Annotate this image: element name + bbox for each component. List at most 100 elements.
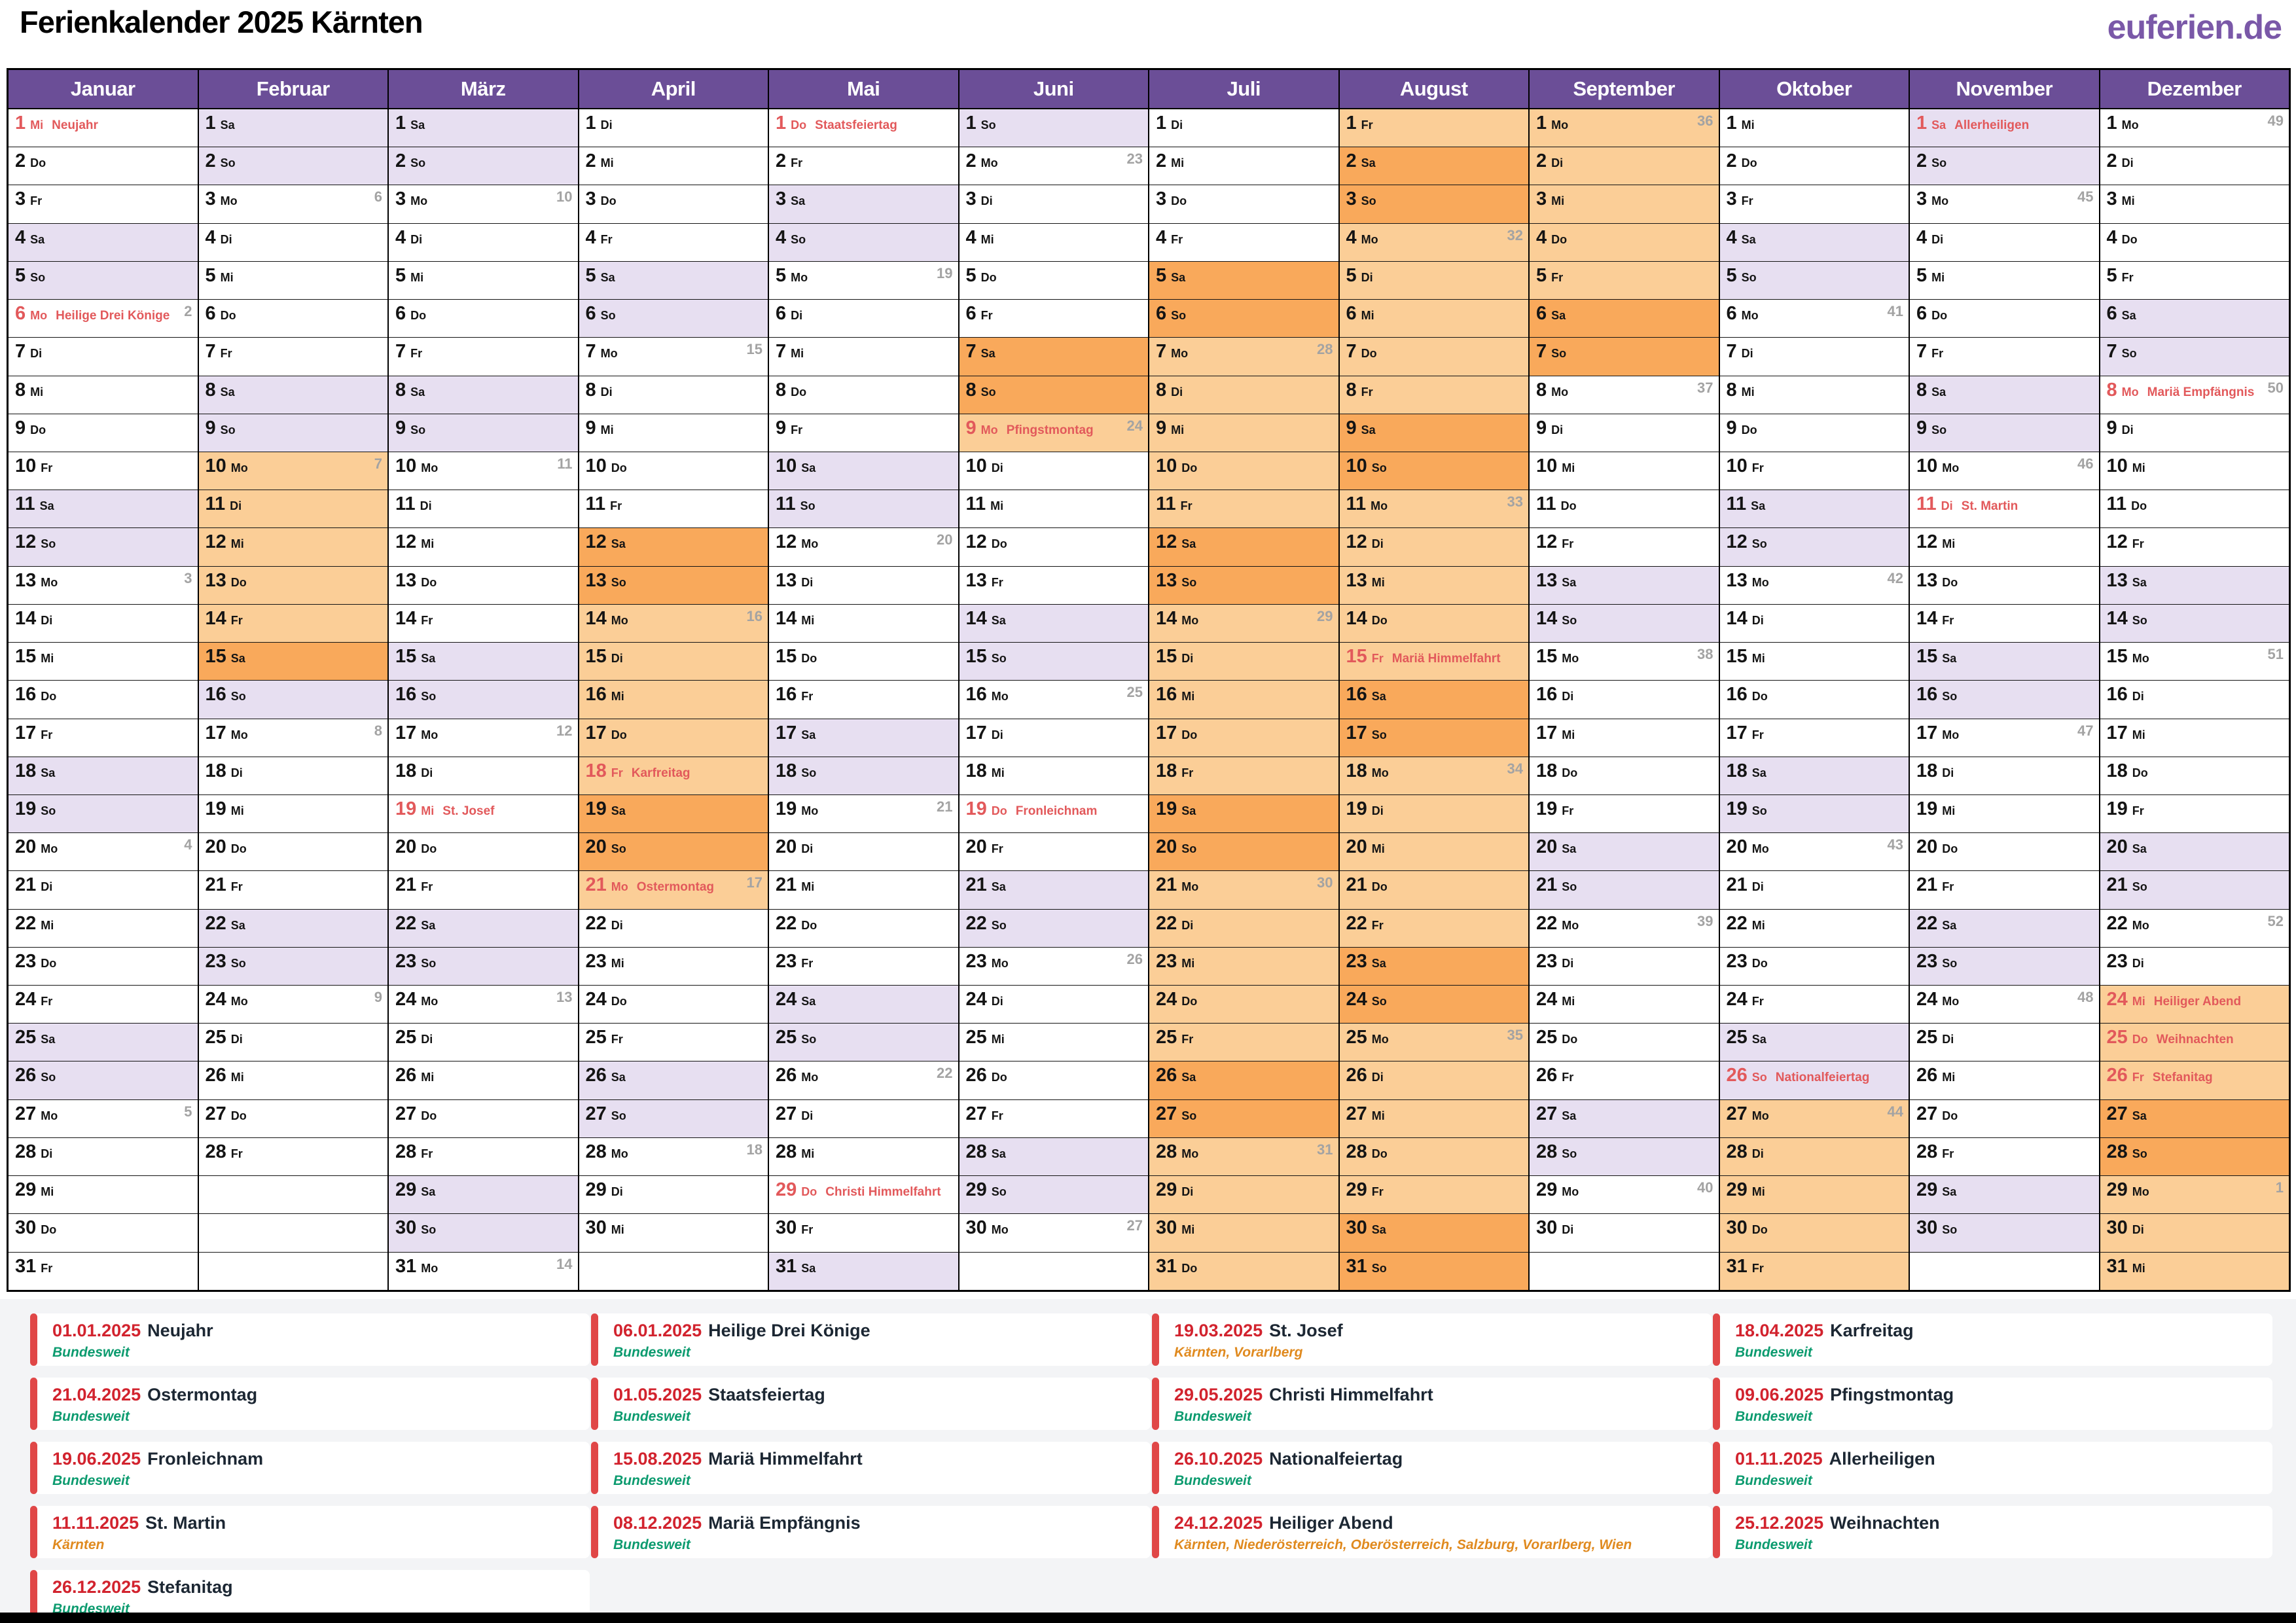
weekday-abbr: Mo bbox=[421, 461, 439, 474]
weekday-abbr: Fr bbox=[791, 423, 803, 437]
weekday-abbr: Sa bbox=[611, 804, 626, 817]
day-number: 21 bbox=[965, 874, 987, 896]
day-number: 2 bbox=[1346, 151, 1357, 172]
weekday-abbr: Mo bbox=[1181, 613, 1199, 627]
day-cell: 28 Mo 31 bbox=[1149, 1137, 1338, 1176]
weekday-abbr: Mo bbox=[1741, 309, 1759, 323]
day-number: 6 bbox=[395, 303, 406, 325]
weekday-abbr: Di bbox=[1371, 804, 1384, 817]
week-number: 41 bbox=[1887, 303, 1903, 320]
day-cell: 15 So bbox=[959, 642, 1148, 681]
day-number: 17 bbox=[965, 722, 987, 743]
weekday-abbr: Fr bbox=[1751, 461, 1764, 474]
day-number: 6 bbox=[1346, 303, 1357, 325]
day-cell: 5 Mi bbox=[198, 260, 387, 300]
weekday-abbr: Do bbox=[611, 728, 627, 741]
month-header: Juni bbox=[959, 70, 1148, 109]
day-cell: 7 Di bbox=[9, 337, 198, 376]
day-number: 26 bbox=[1346, 1065, 1367, 1086]
weekday-abbr: Mo bbox=[1181, 1147, 1199, 1160]
weekday-abbr: Mo bbox=[1181, 880, 1199, 894]
day-number: 7 bbox=[1156, 341, 1167, 363]
day-cell: 19 So bbox=[1719, 794, 1909, 833]
day-cell: 20 Do bbox=[389, 832, 578, 871]
day-number: 15 bbox=[1916, 646, 1938, 668]
day-cell: 14 Di bbox=[9, 603, 198, 643]
day-cell: 31 Fr bbox=[1719, 1251, 1909, 1290]
weekday-abbr: Mi bbox=[41, 918, 54, 932]
weekday-abbr: Mo bbox=[801, 1071, 819, 1084]
day-number: 2 bbox=[1726, 151, 1737, 172]
month-header: Mai bbox=[769, 70, 958, 109]
day-cell: 14 So bbox=[2100, 603, 2289, 643]
day-cell: 9 So bbox=[389, 413, 578, 452]
month-header: März bbox=[389, 70, 578, 109]
day-cell: 11 Di bbox=[198, 490, 387, 528]
week-number: 40 bbox=[1697, 1179, 1713, 1196]
day-number: 23 bbox=[1916, 950, 1938, 972]
day-number: 29 bbox=[1536, 1179, 1558, 1201]
day-number: 6 bbox=[2106, 303, 2117, 325]
day-cell: 30 Do bbox=[1719, 1213, 1909, 1252]
weekday-abbr: Mi bbox=[2132, 995, 2145, 1008]
day-cell: 17 Di bbox=[959, 718, 1148, 757]
holiday-date: 29.05.2025 bbox=[1174, 1385, 1263, 1404]
bottom-edge-strip bbox=[0, 1613, 2296, 1623]
weekday-abbr: Mi bbox=[791, 347, 804, 361]
weekday-abbr: Do bbox=[421, 1109, 437, 1122]
day-number: 28 bbox=[205, 1141, 226, 1162]
weekday-abbr: So bbox=[611, 575, 626, 589]
holiday-name: Ostermontag bbox=[636, 880, 715, 895]
day-cell: 1 Mi Neujahr bbox=[9, 109, 198, 147]
day-cell: 24 Sa bbox=[769, 985, 958, 1024]
weekday-abbr: Fr bbox=[2132, 804, 2144, 817]
legend-item: 26.10.2025 Nationalfeiertag Bundesweit bbox=[1152, 1442, 1712, 1494]
day-cell: 22 Di bbox=[1149, 908, 1338, 947]
week-number: 46 bbox=[2077, 455, 2094, 472]
weekday-abbr: Do bbox=[1562, 766, 1578, 779]
day-number: 18 bbox=[15, 760, 37, 781]
weekday-abbr: So bbox=[1942, 1223, 1958, 1237]
weekday-abbr: Sa bbox=[2121, 309, 2136, 323]
weekday-abbr: Mi bbox=[1942, 804, 1956, 817]
day-number: 25 bbox=[15, 1027, 37, 1048]
day-cell: 17 Do bbox=[1149, 718, 1338, 757]
day-number: 13 bbox=[205, 569, 226, 591]
day-cell: 30 So bbox=[1910, 1213, 2099, 1252]
day-number: 10 bbox=[965, 455, 987, 476]
day-number: 10 bbox=[395, 455, 417, 476]
day-cell: 24 Di bbox=[959, 985, 1148, 1024]
month-column: Dezember 1 Mo 49 2 Di 3 Mi 4 Do 5 Fr 6 Sa 7 So 8 Mo Mariä … bbox=[2098, 70, 2289, 1290]
day-number: 22 bbox=[1536, 912, 1558, 934]
day-cell: 18 Fr Karfreitag bbox=[579, 756, 768, 794]
day-cell: 23 Di bbox=[1530, 946, 1719, 986]
weekday-abbr: Mo bbox=[980, 156, 998, 170]
day-number: 15 bbox=[1156, 646, 1177, 668]
weekday-abbr: Do bbox=[2121, 232, 2138, 246]
weekday-abbr: So bbox=[1371, 461, 1387, 474]
week-number: 2 bbox=[184, 303, 192, 320]
day-number: 16 bbox=[1156, 684, 1177, 705]
day-number: 26 bbox=[1156, 1065, 1177, 1086]
weekday-abbr: Do bbox=[801, 1185, 817, 1199]
day-cell: 14 Mo 16 bbox=[579, 603, 768, 643]
day-cell: 23 Mo 26 bbox=[959, 946, 1148, 986]
day-cell: 3 So bbox=[1339, 185, 1528, 223]
weekday-abbr: Mi bbox=[230, 537, 244, 551]
day-number: 10 bbox=[1726, 455, 1748, 476]
day-number: 24 bbox=[395, 989, 417, 1010]
weekday-abbr: Sa bbox=[1371, 956, 1386, 970]
day-cell: 1 Di bbox=[579, 109, 768, 147]
weekday-abbr: Mi bbox=[421, 1071, 435, 1084]
holiday-date: 19.06.2025 bbox=[52, 1449, 141, 1469]
weekday-abbr: Mo bbox=[2121, 385, 2139, 399]
week-number: 7 bbox=[374, 455, 382, 472]
weekday-abbr: Do bbox=[1741, 423, 1757, 437]
day-cell: 8 Mo Mariä Empfängnis 50 bbox=[2100, 375, 2289, 414]
day-cell: 25 Di bbox=[198, 1023, 387, 1061]
weekday-abbr: Do bbox=[1181, 728, 1198, 741]
day-cell: 14 Mo 29 bbox=[1149, 603, 1338, 643]
day-cell: 16 Mi bbox=[1149, 680, 1338, 719]
day-number: 3 bbox=[1536, 188, 1547, 210]
day-cell: 8 Sa bbox=[389, 375, 578, 414]
